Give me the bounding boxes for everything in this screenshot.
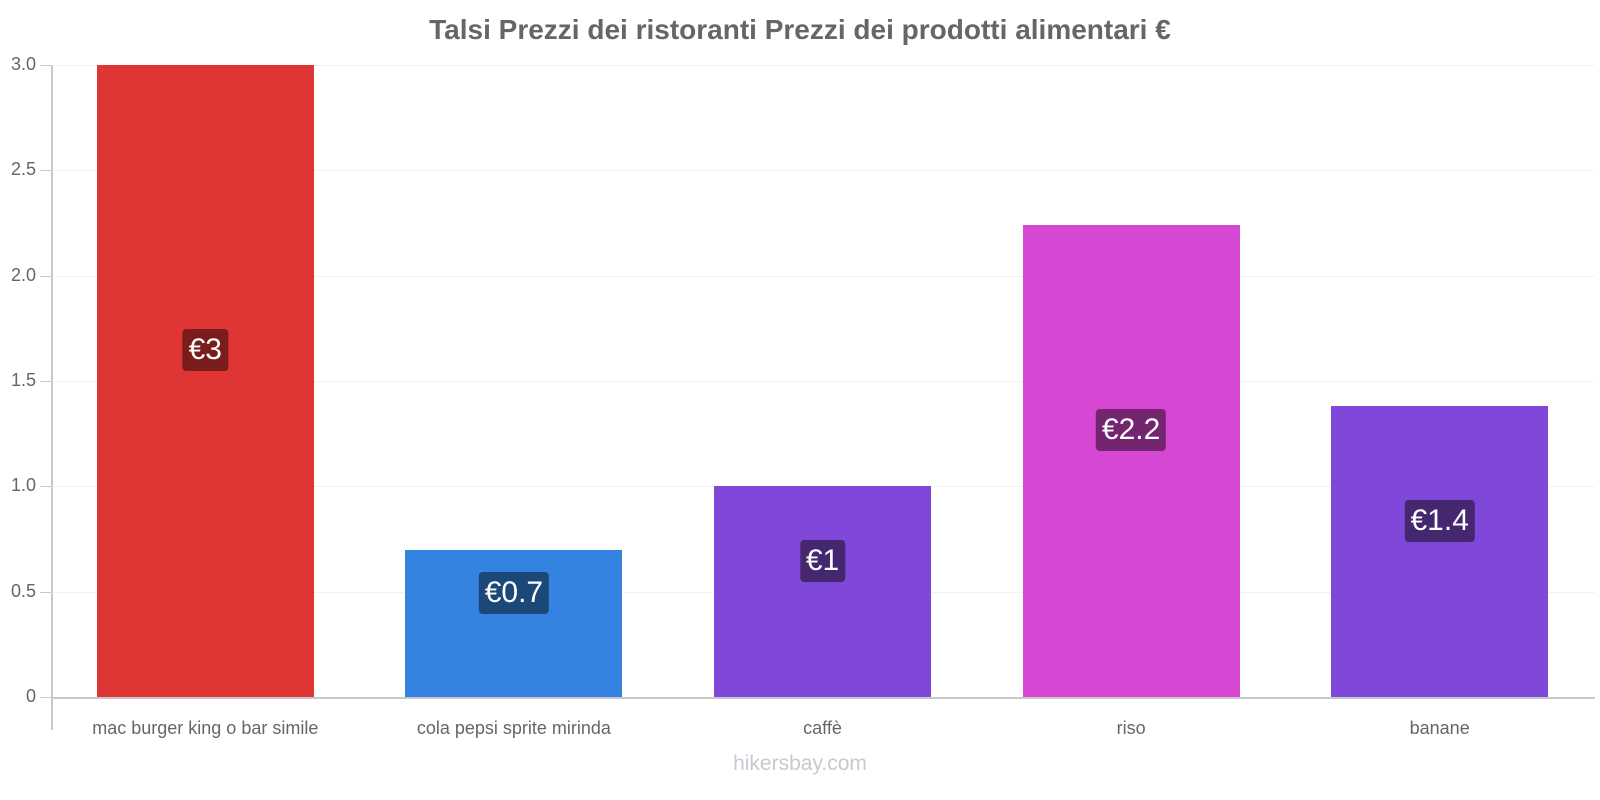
y-tick-mark (40, 275, 52, 277)
x-tick-label: banane (1409, 718, 1470, 738)
y-tick-label: 1.0 (10, 475, 36, 496)
gridline (52, 170, 1595, 172)
bar-value-label: €3 (182, 329, 228, 371)
gridline (52, 381, 1595, 382)
gridline (52, 65, 1595, 66)
y-tick-label: 0 (25, 686, 36, 706)
x-tick-label: cola pepsi sprite mirinda (416, 718, 611, 738)
y-axis-line (51, 65, 53, 730)
plot-area: €3 €0.7 €1 €2.2 €1.4 (52, 65, 1595, 697)
y-tick-label: 0.5 (10, 580, 36, 601)
watermark: hikersbay.com (733, 752, 867, 775)
bar[interactable]: €3 (96, 65, 314, 697)
y-tick-mark (40, 381, 52, 382)
bar-value-label: €1 (799, 540, 846, 582)
bar[interactable]: €1.4 (1331, 406, 1549, 697)
bar[interactable]: €0.7 (405, 549, 623, 697)
x-tick-label: riso (1116, 718, 1146, 738)
bar-value-label: €2.2 (1095, 409, 1167, 451)
x-tick-label: mac burger king o bar simile (92, 718, 319, 738)
y-tick-mark (40, 65, 52, 66)
y-tick-label: 2.5 (10, 159, 36, 180)
bar[interactable]: €1 (714, 486, 931, 697)
bar[interactable]: €2.2 (1022, 225, 1240, 697)
bar-value-label: €1.4 (1404, 500, 1475, 542)
bar-value-label: €0.7 (478, 572, 550, 614)
y-tick-label: 2.0 (10, 264, 36, 285)
y-tick-mark (40, 697, 52, 698)
gridline (52, 275, 1595, 277)
y-tick-label: 3.0 (10, 54, 36, 74)
chart-title: Talsi Prezzi dei ristoranti Prezzi dei p… (429, 14, 1171, 45)
y-tick-mark (40, 591, 52, 593)
x-tick-label: caffè (803, 718, 842, 738)
y-tick-mark (40, 170, 52, 172)
x-axis-line (52, 697, 1595, 699)
y-tick-label: 1.5 (10, 370, 36, 390)
y-tick-mark (40, 486, 52, 488)
